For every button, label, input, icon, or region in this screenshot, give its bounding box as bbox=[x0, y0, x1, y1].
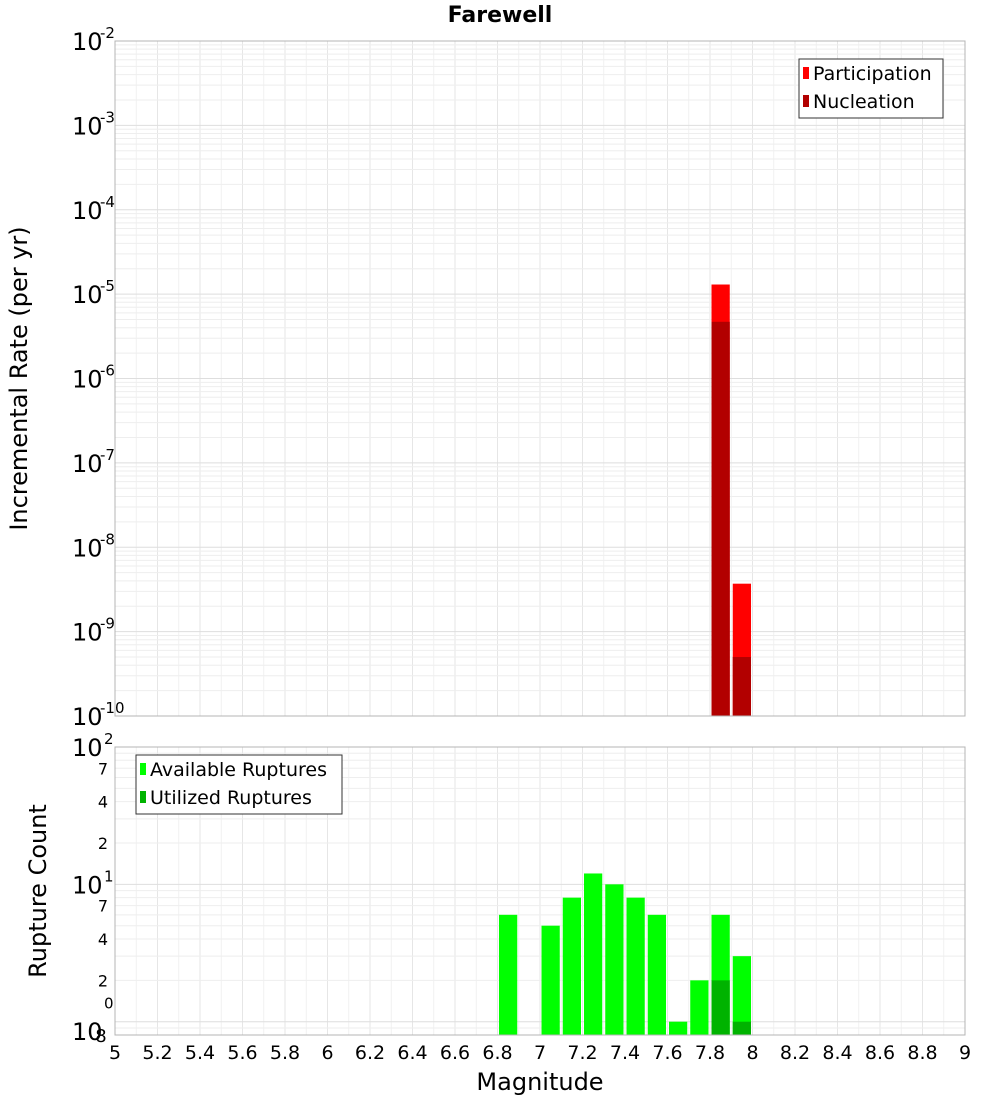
y-tick-label-exponent: -9 bbox=[100, 615, 115, 633]
y-minor-tick-label: 8 bbox=[95, 1026, 106, 1047]
nucleation-bar bbox=[732, 657, 751, 716]
x-tick-label: 5 bbox=[109, 1042, 121, 1064]
x-tick-label: 6.8 bbox=[482, 1042, 512, 1064]
x-tick-label: 7.8 bbox=[695, 1042, 725, 1064]
y-minor-tick-label: 2 bbox=[98, 834, 108, 853]
x-tick-label: 6.6 bbox=[440, 1042, 470, 1064]
legend-label: Nucleation bbox=[813, 91, 915, 113]
y-tick-label-base: 10 bbox=[72, 112, 103, 140]
nucleation-bar bbox=[711, 321, 730, 716]
y-tick-label-base: 10 bbox=[72, 197, 103, 225]
legend-box bbox=[135, 754, 343, 815]
legend-swatch bbox=[140, 763, 146, 775]
chart-title: Farewell bbox=[448, 3, 553, 28]
legend-count: Available Ruptures Utilized Ruptures bbox=[135, 754, 343, 815]
x-tick-label: 8 bbox=[746, 1042, 758, 1064]
y-tick-label-exponent: 1 bbox=[104, 867, 114, 885]
available-ruptures-bar bbox=[541, 925, 560, 1035]
available-ruptures-bar bbox=[562, 897, 581, 1035]
y-tick-label-base: 10 bbox=[72, 1018, 103, 1046]
y-tick-label-base: 10 bbox=[72, 619, 103, 647]
x-tick-label: 6.4 bbox=[397, 1042, 427, 1064]
legend-rate: Participation Nucleation bbox=[798, 58, 944, 119]
x-tick-label: 7.6 bbox=[652, 1042, 682, 1064]
x-tick-label: 5.2 bbox=[142, 1042, 172, 1064]
x-tick-label: 5.6 bbox=[227, 1042, 257, 1064]
y-minor-tick-label: 4 bbox=[98, 793, 108, 812]
y-tick-label-exponent: -2 bbox=[100, 24, 115, 42]
legend-label: Available Ruptures bbox=[150, 759, 327, 781]
count-plot-frame bbox=[114, 746, 966, 1036]
legend-label: Participation bbox=[813, 63, 932, 85]
y-tick-label-exponent: -3 bbox=[100, 108, 115, 126]
y-tick-label-exponent: -7 bbox=[100, 446, 115, 464]
x-tick-label: 5.4 bbox=[185, 1042, 215, 1064]
x-tick-label: 6 bbox=[321, 1042, 333, 1064]
rate-plot-frame bbox=[114, 40, 966, 717]
available-ruptures-bar bbox=[499, 914, 518, 1035]
x-tick-label: 7.2 bbox=[567, 1042, 597, 1064]
y-tick-label-base: 10 bbox=[72, 871, 103, 899]
y-tick-label-base: 10 bbox=[72, 450, 103, 478]
legend-label: Utilized Ruptures bbox=[150, 787, 312, 809]
x-tick-label: 7.4 bbox=[610, 1042, 640, 1064]
available-ruptures-bar bbox=[669, 1021, 688, 1035]
available-ruptures-bar bbox=[584, 873, 603, 1035]
x-tick-label: 7 bbox=[534, 1042, 546, 1064]
y-tick-label-base: 10 bbox=[72, 734, 103, 762]
x-tick-label: 8.6 bbox=[865, 1042, 895, 1064]
y-tick-label-exponent: -10 bbox=[100, 699, 125, 717]
utilized-ruptures-bar bbox=[711, 980, 730, 1035]
available-ruptures-bar bbox=[626, 897, 645, 1035]
y-minor-tick-label: 2 bbox=[98, 971, 108, 990]
x-tick-label: 8.8 bbox=[907, 1042, 937, 1064]
x-tick-label: 5.8 bbox=[270, 1042, 300, 1064]
available-ruptures-bar bbox=[647, 914, 666, 1035]
x-tick-label: 9 bbox=[959, 1042, 971, 1064]
y-axis-label-rate: Incremental Rate (per yr) bbox=[5, 226, 33, 530]
rate-plot-group bbox=[115, 40, 965, 717]
available-ruptures-bar bbox=[605, 884, 624, 1035]
x-tick-label: 8.2 bbox=[780, 1042, 810, 1064]
y-tick-label-exponent: 2 bbox=[104, 730, 114, 748]
available-ruptures-bar bbox=[732, 956, 751, 1035]
available-ruptures-bar bbox=[690, 980, 709, 1035]
y-tick-label-base: 10 bbox=[72, 28, 103, 56]
legend-box bbox=[798, 58, 944, 119]
y-minor-tick-label: 7 bbox=[98, 897, 108, 916]
y-tick-label-base: 10 bbox=[72, 281, 103, 309]
x-axis-label: Magnitude bbox=[476, 1068, 603, 1096]
legend-swatch bbox=[140, 791, 146, 803]
y-minor-tick-label: 4 bbox=[98, 930, 108, 949]
y-tick-label-base: 10 bbox=[72, 366, 103, 394]
y-tick-label-exponent: 0 bbox=[104, 994, 114, 1012]
x-tick-label: 8.4 bbox=[822, 1042, 852, 1064]
legend-swatch bbox=[803, 67, 809, 79]
y-tick-label-exponent: -5 bbox=[100, 277, 115, 295]
y-tick-label-base: 10 bbox=[72, 703, 103, 731]
y-tick-label-exponent: -4 bbox=[100, 193, 115, 211]
y-minor-tick-label: 7 bbox=[98, 759, 108, 778]
legend-swatch bbox=[803, 95, 809, 107]
utilized-ruptures-bar bbox=[732, 1021, 751, 1035]
y-tick-label-base: 10 bbox=[72, 534, 103, 562]
x-tick-label: 6.2 bbox=[355, 1042, 385, 1064]
y-tick-label-exponent: -6 bbox=[100, 362, 115, 380]
y-axis-label-count: Rupture Count bbox=[24, 804, 52, 978]
y-tick-label-exponent: -8 bbox=[100, 530, 115, 548]
